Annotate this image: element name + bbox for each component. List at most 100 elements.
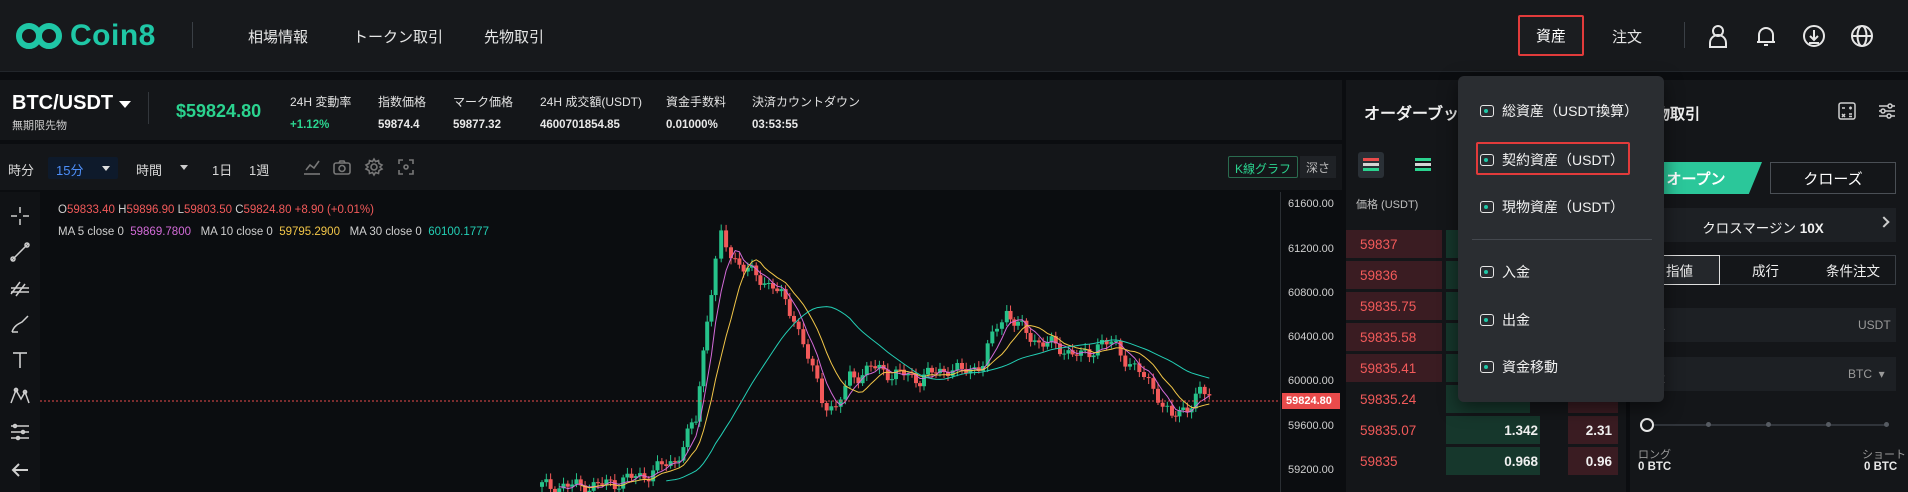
slider-step[interactable] (1706, 422, 1711, 427)
price-tick: 59200.00 (1288, 464, 1334, 476)
candle-body (926, 367, 930, 375)
orderbook-both-icon[interactable] (1358, 152, 1384, 178)
collapse-arrow-icon[interactable] (8, 458, 32, 482)
pattern-tool-icon[interactable] (8, 384, 32, 408)
menu-contract-assets[interactable]: 契約資産（USDT） (1480, 150, 1624, 170)
crosshair-icon[interactable] (8, 204, 32, 228)
top-nav (0, 0, 1908, 72)
nav-divider (192, 22, 193, 48)
slider-step[interactable] (1826, 422, 1831, 427)
candle-body (633, 476, 638, 478)
drawing-toolbar (0, 192, 40, 492)
kline-chart-button[interactable]: K線グラフ (1228, 156, 1299, 178)
bell-icon[interactable] (1752, 22, 1780, 50)
quantity-input[interactable] (1630, 357, 1896, 391)
candle-body (1132, 363, 1137, 365)
slider-step[interactable] (1884, 422, 1889, 427)
candle-body (1020, 320, 1025, 322)
candle-body (806, 344, 810, 359)
candle-body (1123, 355, 1128, 367)
candle-body (629, 473, 634, 478)
depth-chart-button[interactable]: 深さ (1300, 156, 1337, 178)
camera-icon[interactable] (332, 157, 352, 177)
candle-body (1207, 394, 1212, 396)
candle-body (741, 264, 746, 272)
nav-assets-button[interactable]: 資産 (1518, 15, 1584, 56)
order-type-market[interactable]: 成行 (1752, 264, 1779, 279)
candle-body (906, 373, 910, 376)
candle-body (1008, 310, 1013, 320)
user-icon[interactable] (1704, 22, 1732, 50)
candle-body (877, 364, 882, 369)
candle-body (689, 422, 694, 429)
candle-body (1181, 407, 1186, 410)
candle-body (705, 321, 710, 351)
calculator-icon[interactable] (1836, 100, 1858, 122)
candle-body (762, 283, 767, 285)
stat-label: 24H 成交額(USDT) (540, 95, 643, 109)
menu-transfer[interactable]: 資金移動 (1480, 357, 1558, 377)
order-type-conditional[interactable]: 条件注文 (1826, 264, 1880, 279)
candle-body (869, 365, 873, 367)
interval-1d-button[interactable]: 1日 (212, 163, 233, 178)
orderbook-bids-icon[interactable] (1410, 152, 1436, 178)
globe-icon[interactable] (1848, 22, 1876, 50)
nav-futures-trading[interactable]: 先物取引 (484, 29, 545, 46)
settings-sliders-icon[interactable] (1876, 100, 1898, 122)
menu-deposit[interactable]: 入金 (1480, 262, 1530, 282)
interval-1w-button[interactable]: 1週 (249, 163, 270, 178)
candle-body (1049, 336, 1054, 343)
brush-icon[interactable] (8, 312, 32, 336)
candle-body (1012, 319, 1017, 326)
candle-body (697, 386, 702, 422)
menu-withdraw[interactable]: 出金 (1480, 310, 1530, 330)
ticker-bar (0, 80, 1342, 140)
candle-body (574, 479, 579, 485)
nav-orders[interactable]: 注文 (1612, 29, 1643, 46)
pair-selector[interactable]: BTC/USDT (12, 92, 132, 115)
candle-body (792, 315, 796, 322)
orderbook-row[interactable]: 59835.07 1.342 2.31 (1346, 415, 1626, 445)
slider-handle[interactable] (1640, 418, 1654, 432)
quantity-unit-select[interactable]: BTC ▾ (1848, 367, 1885, 381)
close-position-tab[interactable]: クローズ (1770, 162, 1896, 194)
candle-body (608, 479, 613, 481)
price-input[interactable] (1630, 308, 1896, 342)
brand-logo[interactable]: Coin8 (16, 16, 156, 56)
gear-icon[interactable] (364, 157, 384, 177)
candle-body (885, 369, 890, 381)
candle-body (1091, 355, 1096, 358)
candle-body (1137, 363, 1142, 373)
candle-body (729, 247, 733, 259)
menu-total-assets[interactable]: 総資産（USDT換算） (1480, 101, 1638, 121)
trend-line-icon[interactable] (8, 240, 32, 264)
stat-index-price: 指数価格 59874.4 (378, 93, 426, 131)
margin-mode-selector[interactable]: クロスマージン 10X (1630, 208, 1896, 242)
candlestick-chart[interactable] (40, 192, 1280, 492)
pair-subtitle: 無期限先物 (12, 120, 67, 132)
timeshare-button[interactable]: 時分 (8, 163, 35, 178)
nav-spot-trading[interactable]: トークン取引 (353, 29, 444, 46)
orderbook-row[interactable]: 59835 0.968 0.96 (1346, 446, 1626, 476)
slider-step[interactable] (1766, 422, 1771, 427)
nav-market[interactable]: 相場情報 (248, 29, 309, 46)
order-type-limit[interactable]: 指値 (1666, 264, 1693, 279)
fullscreen-icon[interactable] (396, 157, 416, 177)
interval-select[interactable]: 15分 (48, 157, 118, 179)
candle-body (976, 367, 981, 372)
candle-body (544, 479, 549, 483)
fib-tool-icon[interactable] (8, 276, 32, 300)
long-label: ロング (1638, 449, 1671, 461)
candle-body (815, 365, 820, 379)
candle-body (1045, 342, 1050, 347)
short-value: 0 BTC (1864, 461, 1898, 473)
menu-spot-assets[interactable]: 現物資産（USDT） (1480, 197, 1624, 217)
download-icon[interactable] (1800, 22, 1828, 50)
measure-tool-icon[interactable] (8, 420, 32, 444)
time-dropdown[interactable]: 時間 (136, 163, 163, 178)
stat-label: 決済カウントダウン (752, 95, 861, 109)
text-tool-icon[interactable] (8, 348, 32, 372)
price-tick: 60400.00 (1288, 331, 1334, 343)
candle-body (733, 258, 738, 260)
indicator-icon[interactable] (302, 157, 322, 177)
